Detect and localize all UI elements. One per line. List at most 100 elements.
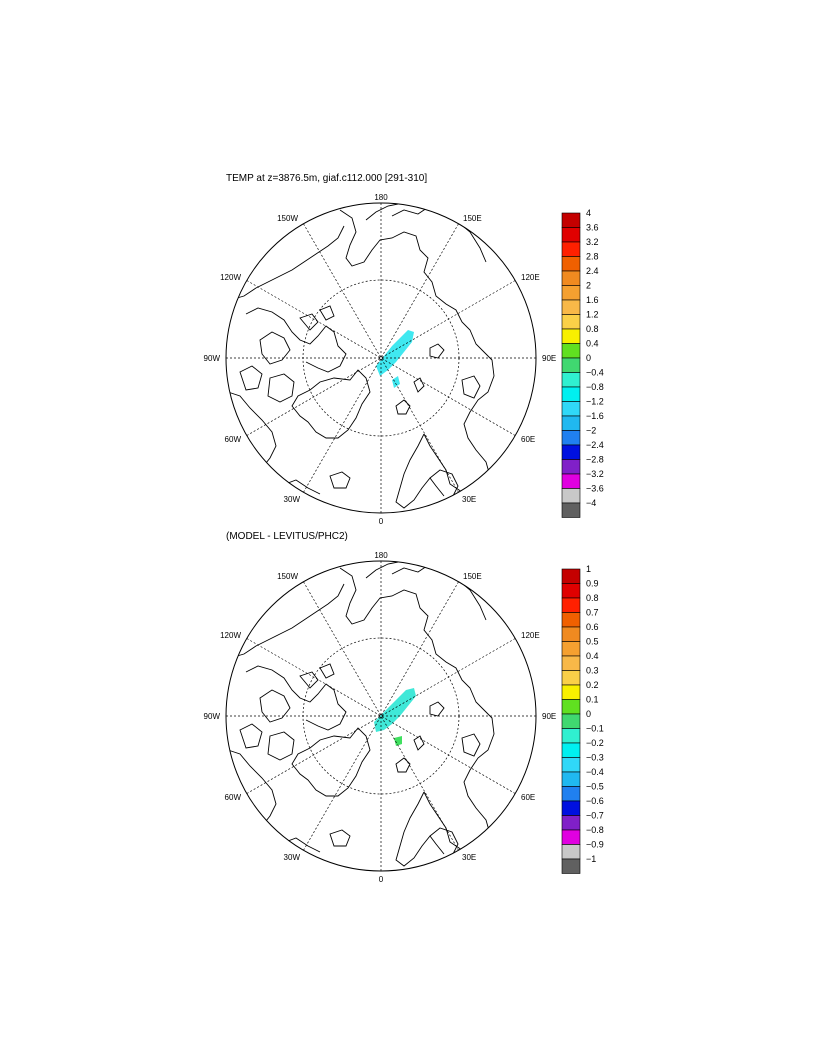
colorbar-swatch <box>561 473 581 489</box>
colorbar-swatch <box>561 488 581 504</box>
lon-label: 30E <box>462 495 476 504</box>
colorbar-swatch <box>561 314 581 330</box>
top-map-shading <box>376 330 414 388</box>
colorbar-label: 0.2 <box>586 680 599 690</box>
colorbar-swatch <box>561 299 581 315</box>
lon-label: 0 <box>379 517 384 526</box>
lon-label: 180 <box>374 193 388 202</box>
lon-label: 120W <box>220 631 241 640</box>
lon-label: 30E <box>462 853 476 862</box>
colorbar-swatch <box>561 626 581 642</box>
colorbar-swatch <box>561 357 581 373</box>
lon-label: 90E <box>542 712 556 721</box>
colorbar-swatch <box>561 372 581 388</box>
colorbar-swatch <box>561 583 581 599</box>
colorbar-swatch <box>561 328 581 344</box>
colorbar-label: −0.5 <box>586 782 604 792</box>
lon-label: 60W <box>225 435 242 444</box>
top-map-graticule <box>226 203 536 513</box>
colorbar-label: 2.4 <box>586 266 599 276</box>
colorbar-swatch <box>561 459 581 475</box>
colorbar-swatch <box>561 670 581 686</box>
colorbar-label: 0 <box>586 353 591 363</box>
colorbar-swatch <box>561 597 581 613</box>
colorbar-label: −2 <box>586 426 596 436</box>
bottom-map-boundary <box>225 560 537 872</box>
lon-label: 120E <box>521 631 540 640</box>
lon-label: 60E <box>521 793 535 802</box>
lon-label: 150W <box>277 214 298 223</box>
lon-label: 180 <box>374 551 388 560</box>
colorbar-swatch <box>561 343 581 359</box>
bottom-map-land-outlines <box>227 561 495 867</box>
lon-label: 150E <box>463 214 482 223</box>
colorbar-swatch <box>561 699 581 715</box>
lon-label: 120W <box>220 273 241 282</box>
colorbar-label: 2.8 <box>586 252 599 262</box>
lon-label: 60E <box>521 435 535 444</box>
lon-label: 90W <box>204 712 221 721</box>
lon-label: 150E <box>463 572 482 581</box>
colorbar-label: 0.9 <box>586 579 599 589</box>
colorbar-swatch <box>561 858 581 874</box>
colorbar-swatch <box>561 742 581 758</box>
lon-label: 60W <box>225 793 242 802</box>
colorbar-label: −3.2 <box>586 469 604 479</box>
colorbar-swatch <box>561 415 581 431</box>
colorbar-label: −4 <box>586 498 596 508</box>
colorbar-label: 0.8 <box>586 324 599 334</box>
colorbar-swatch <box>561 641 581 657</box>
top-colorbar: 4 3.6 3.2 2.8 2.4 2 1.6 1.2 0.8 0.4 0 −0.4 −0.8 −1.2 −… <box>561 208 604 518</box>
bottom-panel-title: (MODEL - LEVITUS/PHC2) <box>226 531 348 542</box>
colorbar-label: 3.2 <box>586 237 599 247</box>
colorbar-label: −0.8 <box>586 825 604 835</box>
colorbar-label: 0.4 <box>586 339 599 349</box>
colorbar-label: 3.6 <box>586 223 599 233</box>
lon-label: 120E <box>521 273 540 282</box>
colorbar-label: 0.3 <box>586 666 599 676</box>
colorbar-label: −0.1 <box>586 724 604 734</box>
colorbar-label: −0.4 <box>586 767 604 777</box>
colorbar-swatch <box>561 713 581 729</box>
colorbar-label: −1.6 <box>586 411 604 421</box>
colorbar-swatch <box>561 444 581 460</box>
colorbar-swatch <box>561 815 581 831</box>
colorbar-label: 0.7 <box>586 608 599 618</box>
colorbar-swatch <box>561 800 581 816</box>
colorbar-label: −0.9 <box>586 840 604 850</box>
colorbar-swatch <box>561 430 581 446</box>
colorbar-swatch <box>561 757 581 773</box>
colorbar-swatch <box>561 612 581 628</box>
colorbar-label: 1 <box>586 564 591 574</box>
lon-label: 90W <box>204 354 221 363</box>
colorbar-label: −0.4 <box>586 368 604 378</box>
colorbar-label: 0 <box>586 709 591 719</box>
colorbar-swatch <box>561 270 581 286</box>
colorbar-label: −2.8 <box>586 455 604 465</box>
colorbar-label: 0.1 <box>586 695 599 705</box>
colorbar-label: 0.6 <box>586 622 599 632</box>
colorbar-swatch <box>561 212 581 228</box>
colorbar-swatch <box>561 256 581 272</box>
colorbar-label: −1.2 <box>586 397 604 407</box>
bottom-map-shading <box>374 688 416 746</box>
colorbar-label: 2 <box>586 281 591 291</box>
colorbar-swatch <box>561 844 581 860</box>
colorbar-swatch <box>561 728 581 744</box>
colorbar-label: 4 <box>586 208 591 218</box>
colorbar-label: −0.3 <box>586 753 604 763</box>
lon-label: 30W <box>284 495 301 504</box>
lon-label: 0 <box>379 875 384 884</box>
colorbar-label: 0.5 <box>586 637 599 647</box>
colorbar-swatch <box>561 285 581 301</box>
colorbar-label: −0.6 <box>586 796 604 806</box>
colorbar-label: 1.2 <box>586 310 599 320</box>
colorbar-label: −0.7 <box>586 811 604 821</box>
lon-label: 150W <box>277 572 298 581</box>
bottom-map-lon-labels: 180 0 90W 90E 150W 120W 150E 120E 60W 30… <box>204 551 557 884</box>
colorbar-swatch <box>561 386 581 402</box>
colorbar-label: −0.8 <box>586 382 604 392</box>
bottom-colorbar: 1 0.9 0.8 0.7 0.6 0.5 0.4 0.3 0.2 0.1 0 −0.1 −0.2 −0.… <box>561 564 604 874</box>
colorbar-swatch <box>561 502 581 518</box>
